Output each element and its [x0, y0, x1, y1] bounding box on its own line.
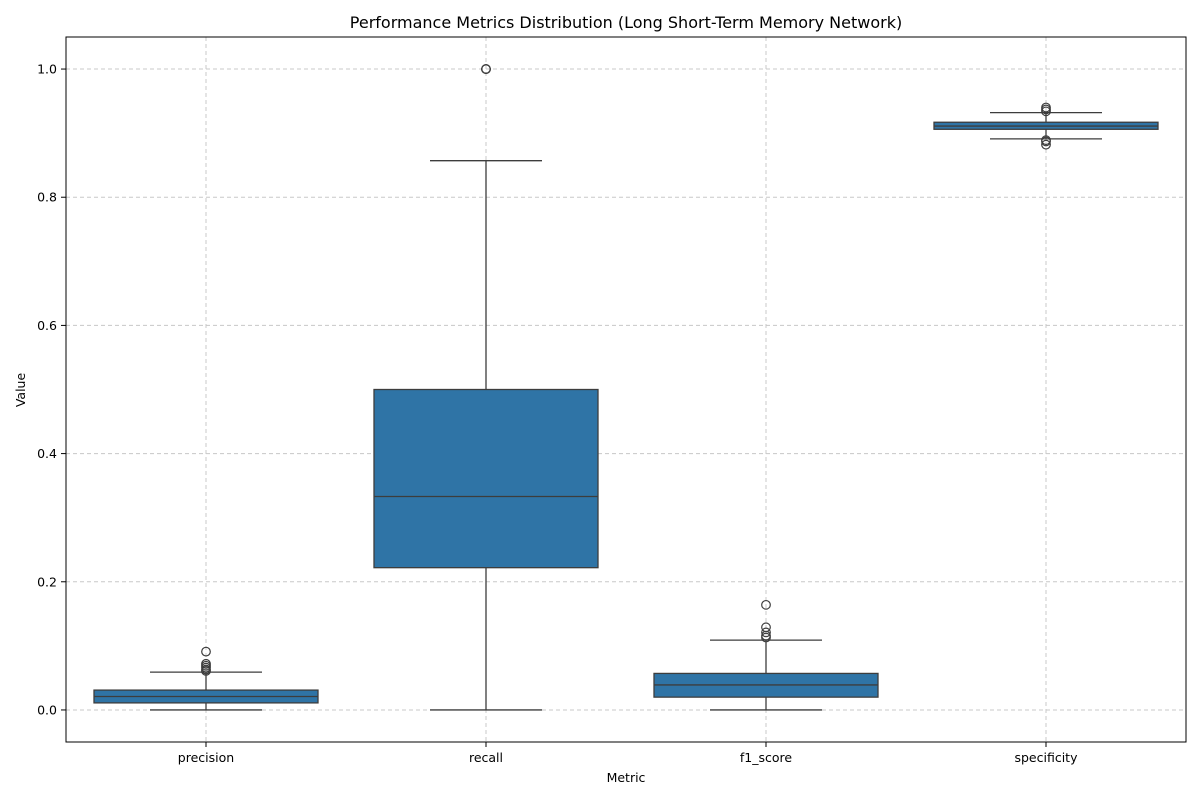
- outlier-point: [1041, 139, 1051, 150]
- x-tick-label: f1_score: [740, 750, 793, 765]
- x-axis-label: Metric: [607, 770, 646, 785]
- outlier-point: [761, 599, 771, 610]
- y-tick-label: 0.8: [37, 190, 57, 205]
- box-specificity: [933, 102, 1159, 150]
- y-tick-label: 0.2: [37, 574, 57, 589]
- x-tick-label: specificity: [1014, 750, 1078, 765]
- y-tick-label: 0.4: [37, 446, 57, 461]
- box-precision: [93, 646, 319, 711]
- x-tick-label: precision: [178, 750, 234, 765]
- plot-frame: [65, 36, 1187, 743]
- outlier-point: [201, 658, 211, 669]
- y-tick-label: 0.0: [37, 702, 57, 717]
- x-tick-label: recall: [469, 750, 503, 765]
- chart-title: Performance Metrics Distribution (Long S…: [350, 13, 902, 32]
- outlier-point: [1041, 102, 1051, 113]
- outlier-point: [201, 646, 211, 657]
- box-f1_score: [653, 599, 879, 711]
- outlier-point: [761, 622, 771, 633]
- grid-layer: [66, 37, 1186, 742]
- y-tick-label: 1.0: [37, 62, 57, 77]
- y-axis-label: Value: [13, 373, 28, 408]
- y-tick-label: 0.6: [37, 318, 57, 333]
- box-layer: [93, 64, 1159, 711]
- iqr-box: [373, 388, 599, 569]
- outlier-point: [481, 64, 491, 74]
- tick-layer: 0.0 0.2 0.4 0.6 0.8 1.0 precision recall f1_scor…: [37, 62, 1078, 765]
- outlier-point: [1041, 135, 1051, 146]
- outlier-point: [761, 627, 771, 638]
- box-recall: [373, 64, 599, 711]
